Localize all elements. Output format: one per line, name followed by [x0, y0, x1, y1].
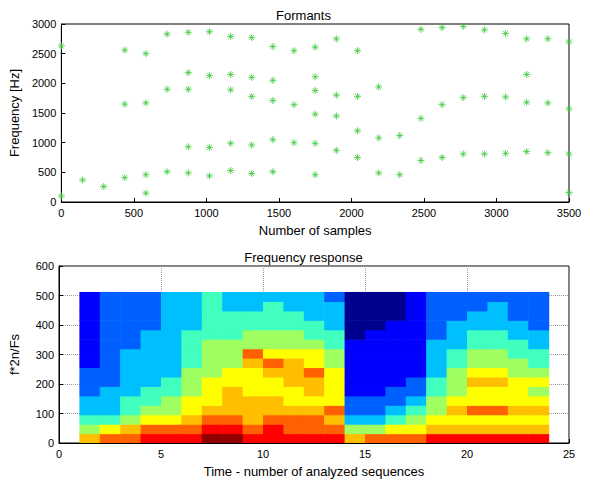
- svg-text:0: 0: [56, 448, 62, 460]
- svg-text:500: 500: [36, 290, 54, 302]
- svg-text:500: 500: [125, 207, 143, 219]
- svg-text:100: 100: [36, 408, 54, 420]
- svg-text:2000: 2000: [32, 77, 56, 89]
- svg-text:25: 25: [563, 448, 575, 460]
- svg-text:300: 300: [36, 349, 54, 361]
- svg-text:Time - number of analyzed sequ: Time - number of analyzed sequences: [204, 464, 425, 479]
- svg-text:2500: 2500: [412, 207, 436, 219]
- svg-text:1000: 1000: [194, 207, 218, 219]
- svg-text:0: 0: [48, 437, 54, 449]
- svg-text:2500: 2500: [32, 48, 56, 60]
- svg-text:0: 0: [50, 196, 56, 208]
- svg-text:1500: 1500: [32, 107, 56, 119]
- svg-text:Frequency response: Frequency response: [244, 250, 363, 265]
- svg-text:f*2n/Fs: f*2n/Fs: [7, 333, 22, 375]
- svg-text:1500: 1500: [267, 207, 291, 219]
- svg-text:1000: 1000: [32, 137, 56, 149]
- svg-text:20: 20: [461, 448, 473, 460]
- svg-text:600: 600: [36, 260, 54, 272]
- svg-text:10: 10: [257, 448, 269, 460]
- svg-text:200: 200: [36, 378, 54, 390]
- svg-text:3500: 3500: [557, 207, 581, 219]
- svg-text:2000: 2000: [339, 207, 363, 219]
- svg-text:500: 500: [38, 166, 56, 178]
- svg-text:3000: 3000: [484, 207, 508, 219]
- svg-text:Number of samples: Number of samples: [259, 223, 372, 238]
- svg-text:400: 400: [36, 319, 54, 331]
- svg-text:0: 0: [58, 207, 64, 219]
- svg-text:5: 5: [158, 448, 164, 460]
- svg-text:15: 15: [359, 448, 371, 460]
- svg-text:3000: 3000: [32, 18, 56, 30]
- svg-text:Frequency [Hz]: Frequency [Hz]: [7, 69, 22, 157]
- svg-text:Formants: Formants: [276, 8, 331, 23]
